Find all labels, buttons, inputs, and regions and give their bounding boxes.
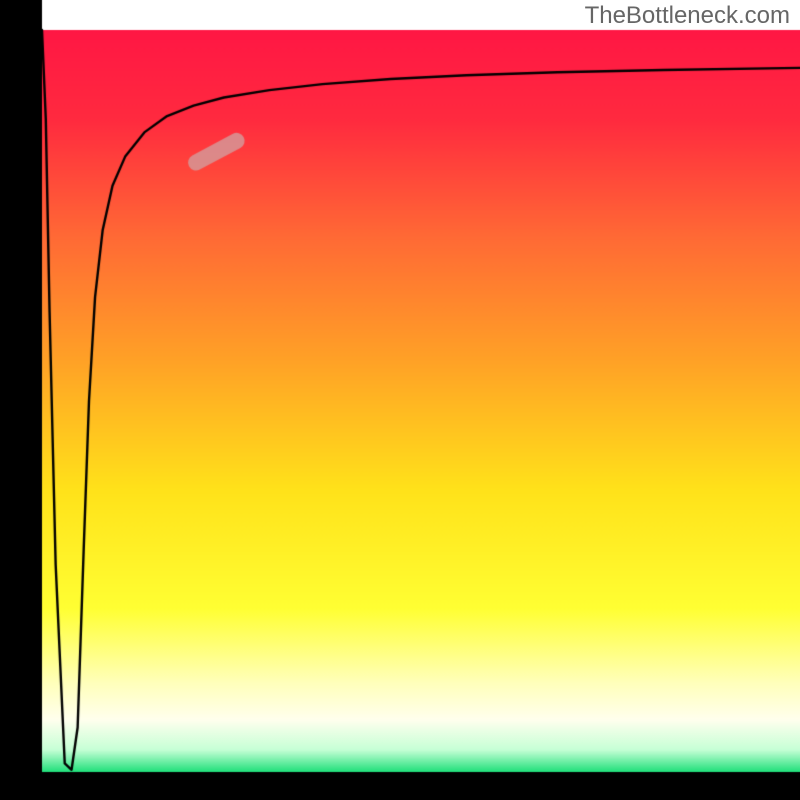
bottleneck-chart [0,0,800,800]
watermark-text: TheBottleneck.com [585,2,790,30]
